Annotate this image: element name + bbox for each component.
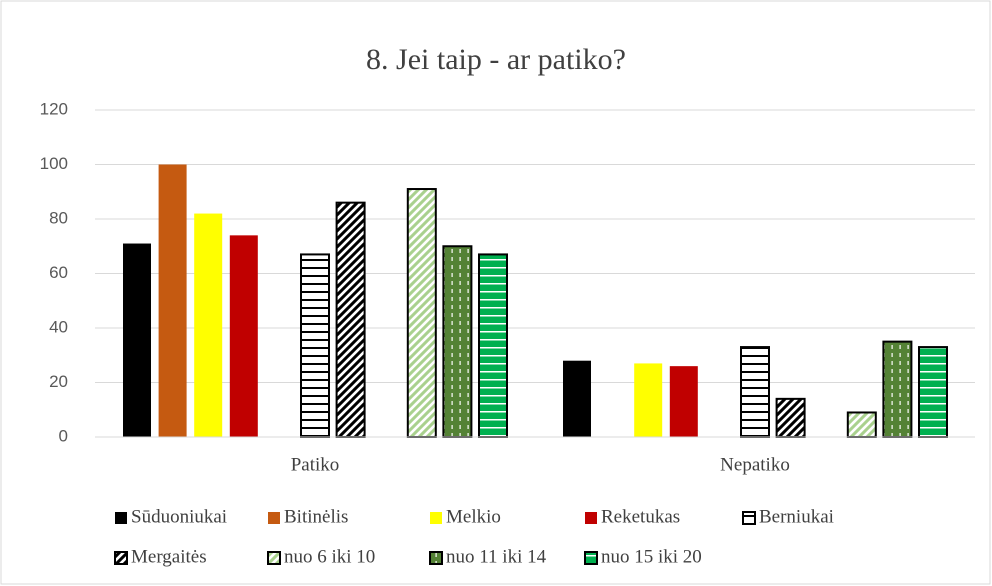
legend-label: Reketukas — [601, 506, 680, 527]
y-tick-label: 80 — [49, 208, 68, 227]
legend-label: Mergaitės — [131, 546, 207, 567]
legend-label: Berniukai — [759, 506, 834, 527]
legend-swatch — [268, 512, 280, 524]
bar — [669, 366, 698, 437]
legend-swatch — [585, 512, 597, 524]
chart-title: 8. Jei taip - ar patiko? — [366, 43, 626, 76]
legend-label: nuo 11 iki 14 — [446, 546, 547, 567]
legend-swatch — [584, 551, 598, 565]
bar — [406, 188, 437, 438]
legend-swatch — [115, 512, 127, 524]
legend-label: nuo 15 iki 20 — [601, 546, 702, 567]
x-tick-label: Nepatiko — [720, 454, 790, 475]
bar — [478, 253, 508, 438]
bar — [229, 235, 258, 437]
bar — [123, 243, 151, 437]
legend-swatch — [430, 512, 442, 524]
bar — [158, 164, 187, 437]
bar — [300, 253, 330, 438]
y-tick-label: 100 — [40, 154, 68, 173]
bar — [918, 346, 948, 439]
bar — [194, 213, 223, 437]
y-tick-label: 60 — [49, 263, 68, 282]
bar — [846, 411, 877, 439]
legend-swatch — [429, 551, 443, 565]
bar — [442, 245, 473, 438]
y-tick-label: 0 — [59, 426, 68, 445]
legend-label: Bitinėlis — [284, 506, 348, 527]
bar — [775, 397, 806, 439]
bar — [634, 363, 663, 437]
legend-label: Melkio — [446, 506, 501, 527]
y-tick-label: 120 — [40, 99, 68, 118]
y-tick-label: 40 — [49, 317, 68, 336]
legend-swatch — [742, 511, 756, 525]
bar — [740, 346, 770, 439]
legend-swatch — [114, 551, 128, 565]
bar — [882, 340, 913, 438]
legend-label: Sūduoniukai — [131, 506, 227, 527]
legend-swatch — [267, 551, 281, 565]
bar — [335, 201, 366, 438]
bar — [563, 360, 591, 437]
x-tick-label: Patiko — [291, 454, 340, 475]
y-tick-label: 20 — [49, 372, 68, 391]
legend-label: nuo 6 iki 10 — [284, 546, 375, 567]
